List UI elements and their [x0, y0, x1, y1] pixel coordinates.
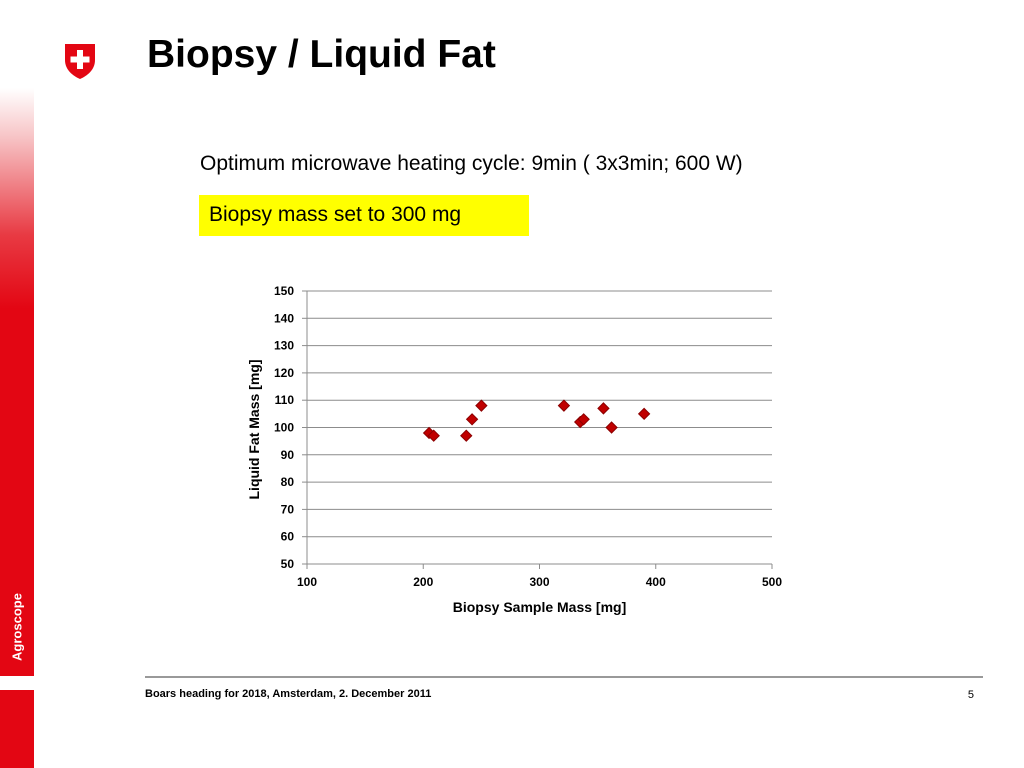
- sidebar-gradient-bar: [0, 88, 34, 578]
- agroscope-logo: Agroscope: [0, 578, 34, 676]
- data-point: [577, 413, 590, 426]
- slide-title: Biopsy / Liquid Fat: [147, 33, 496, 76]
- data-point: [557, 399, 571, 412]
- slide-subtitle: Optimum microwave heating cycle: 9min ( …: [200, 152, 743, 175]
- y-tick-label: 110: [275, 393, 295, 407]
- data-point: [427, 429, 440, 442]
- x-tick-label: 100: [297, 575, 317, 589]
- y-tick-label: 130: [274, 339, 294, 353]
- data-point: [605, 421, 618, 434]
- y-tick-label: 70: [281, 502, 295, 516]
- highlight-text: Biopsy mass set to 300 mg: [209, 203, 462, 226]
- y-tick-label: 90: [281, 448, 295, 462]
- agroscope-logo-text: Agroscope: [9, 593, 25, 661]
- page-number: 5: [967, 689, 974, 701]
- y-tick-label: 80: [281, 475, 295, 489]
- data-point: [475, 399, 488, 412]
- data-point: [597, 402, 610, 415]
- x-tick-label: 500: [762, 575, 782, 589]
- x-tick-label: 400: [646, 575, 666, 589]
- data-point: [637, 407, 651, 421]
- y-tick-label: 150: [274, 284, 294, 298]
- footer-divider: [145, 676, 983, 678]
- y-tick-label: 100: [274, 421, 294, 435]
- x-tick-label: 300: [529, 575, 549, 589]
- data-point: [460, 429, 473, 442]
- y-tick-label: 140: [274, 311, 294, 325]
- x-tick-label: 200: [413, 575, 433, 589]
- scatter-chart: 50 60 70 80 90 100 110 120 130 140 150 100 200 300 400…: [246, 284, 782, 615]
- swiss-cross-shield-icon: [65, 44, 95, 79]
- y-axis-title: Liquid Fat Mass [mg]: [246, 360, 262, 500]
- y-tick-label: 120: [274, 366, 294, 380]
- x-axis-title: Biopsy Sample Mass [mg]: [453, 599, 627, 615]
- highlight-box: Biopsy mass set to 300 mg: [199, 195, 529, 236]
- y-tick-label: 60: [281, 530, 295, 544]
- y-tick-label: 50: [281, 557, 295, 571]
- sidebar-bottom-bar: [0, 690, 34, 768]
- data-point: [465, 413, 479, 426]
- footer-text: Boars heading for 2018, Amsterdam, 2. De…: [145, 688, 432, 700]
